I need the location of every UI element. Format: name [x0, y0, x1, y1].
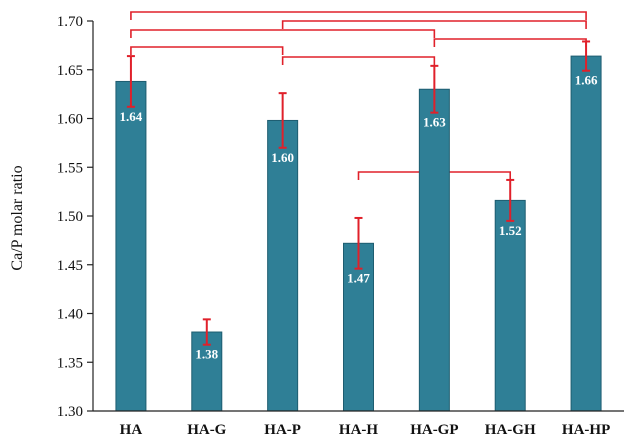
- x-axis: HA HA-G HA-P HA-H HA-GP HA-GH HA-HP: [93, 410, 624, 438]
- x-tick-label: HA-P: [264, 422, 301, 438]
- significance-bracket: [130, 29, 436, 38]
- data-label: 1.66: [575, 73, 598, 88]
- y-tick-label: 1.55: [57, 160, 83, 176]
- significance-bracket: [433, 38, 587, 47]
- y-tick-label: 1.70: [57, 14, 83, 30]
- data-label: 1.64: [120, 109, 143, 124]
- data-label: 1.38: [195, 347, 218, 362]
- y-tick-label: 1.45: [57, 258, 83, 274]
- y-tick-label: 1.40: [57, 307, 83, 323]
- y-tick-label: 1.65: [57, 63, 83, 79]
- brackets-layer: [130, 11, 587, 180]
- bar: [115, 80, 147, 412]
- data-label: 1.47: [347, 271, 370, 286]
- significance-bracket: [281, 56, 436, 65]
- x-tick-label: HA-HP: [562, 422, 610, 438]
- bar: [418, 88, 450, 412]
- errorbars-layer: [126, 40, 591, 346]
- x-tick-label: HA-G: [187, 422, 226, 438]
- y-tick-label: 1.50: [57, 209, 83, 225]
- data-label: 1.52: [499, 223, 522, 238]
- y-axis-title: Ca/P molar ratio: [9, 165, 26, 270]
- bar: [343, 242, 374, 412]
- x-tick-label: HA-GH: [485, 422, 536, 438]
- y-axis: 1.30 1.35 1.40 1.45 1.50 1.55 1.60 1.65 1.70: [57, 14, 94, 420]
- data-labels-layer: 1.64 1.38 1.60 1.47 1.63 1.52 1.66: [120, 73, 598, 362]
- y-tick-label: 1.30: [57, 404, 83, 420]
- x-tick-label: HA-GP: [410, 422, 458, 438]
- data-label: 1.63: [423, 115, 446, 130]
- x-tick-label: HA: [120, 422, 143, 438]
- bar: [494, 199, 526, 412]
- bar: [570, 55, 602, 412]
- y-tick-label: 1.35: [57, 355, 83, 371]
- significance-bracket: [281, 20, 587, 29]
- y-tick-label: 1.60: [57, 112, 83, 128]
- x-tick-label: HA-H: [339, 422, 378, 438]
- significance-bracket: [130, 46, 284, 55]
- significance-bracket: [130, 11, 587, 20]
- data-label: 1.60: [271, 150, 294, 165]
